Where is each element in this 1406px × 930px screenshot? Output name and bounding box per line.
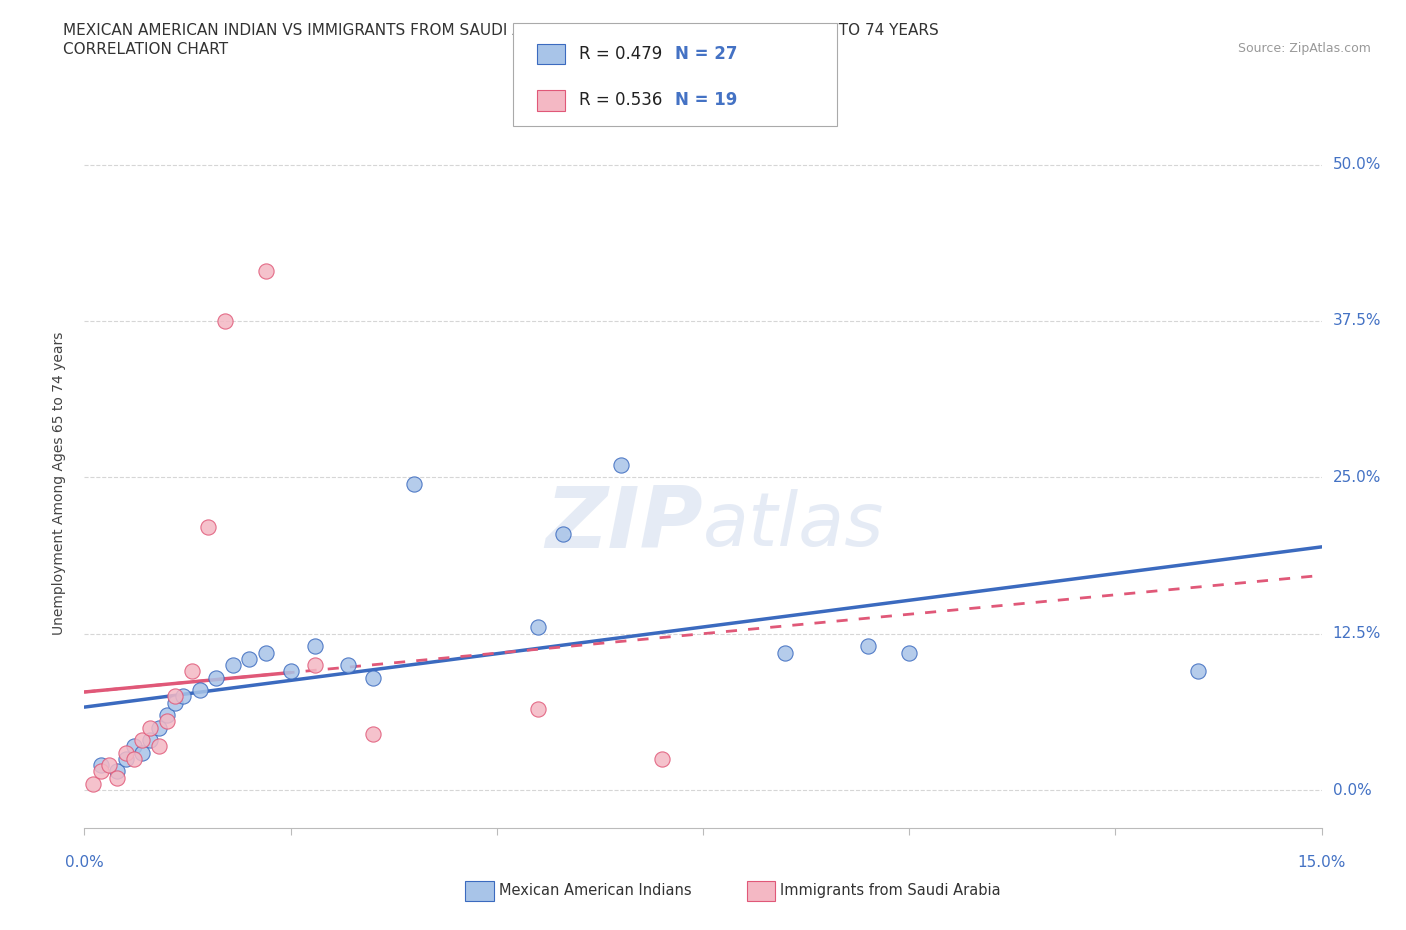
Point bbox=[114, 751, 136, 766]
Point bbox=[122, 751, 145, 766]
Point bbox=[775, 645, 797, 660]
Point bbox=[114, 745, 136, 760]
Point bbox=[205, 671, 228, 685]
Point bbox=[105, 764, 128, 778]
Point bbox=[90, 764, 112, 778]
Point bbox=[172, 689, 194, 704]
Text: 50.0%: 50.0% bbox=[1333, 157, 1381, 172]
Point bbox=[139, 733, 162, 748]
Point bbox=[222, 658, 245, 672]
Text: R = 0.479: R = 0.479 bbox=[579, 45, 662, 63]
Point bbox=[304, 658, 326, 672]
Point bbox=[197, 520, 219, 535]
Text: 25.0%: 25.0% bbox=[1333, 470, 1381, 485]
Point bbox=[304, 639, 326, 654]
Point bbox=[131, 733, 153, 748]
Point bbox=[156, 714, 179, 729]
Point bbox=[651, 751, 673, 766]
Point bbox=[856, 639, 879, 654]
Point bbox=[527, 701, 550, 716]
Point bbox=[180, 664, 202, 679]
Text: N = 19: N = 19 bbox=[675, 91, 737, 110]
Point bbox=[609, 458, 631, 472]
Point bbox=[165, 695, 187, 710]
Point bbox=[90, 758, 112, 773]
Y-axis label: Unemployment Among Ages 65 to 74 years: Unemployment Among Ages 65 to 74 years bbox=[52, 332, 66, 635]
Text: MEXICAN AMERICAN INDIAN VS IMMIGRANTS FROM SAUDI ARABIA UNEMPLOYMENT AMONG AGES : MEXICAN AMERICAN INDIAN VS IMMIGRANTS FR… bbox=[63, 23, 939, 38]
Point bbox=[254, 263, 277, 278]
Text: atlas: atlas bbox=[703, 489, 884, 561]
Point bbox=[898, 645, 921, 660]
Text: 0.0%: 0.0% bbox=[65, 856, 104, 870]
Point bbox=[156, 708, 179, 723]
Point bbox=[280, 664, 302, 679]
Point bbox=[82, 777, 104, 791]
Point bbox=[551, 526, 574, 541]
Point bbox=[139, 720, 162, 735]
Text: N = 27: N = 27 bbox=[675, 45, 737, 63]
Point bbox=[404, 476, 426, 491]
Point bbox=[361, 671, 384, 685]
Text: Source: ZipAtlas.com: Source: ZipAtlas.com bbox=[1237, 42, 1371, 55]
Point bbox=[1187, 664, 1209, 679]
Point bbox=[527, 620, 550, 635]
Point bbox=[214, 313, 236, 328]
Point bbox=[98, 758, 121, 773]
Point bbox=[148, 739, 170, 754]
Text: 37.5%: 37.5% bbox=[1333, 313, 1381, 328]
Point bbox=[105, 770, 128, 785]
Text: 15.0%: 15.0% bbox=[1298, 856, 1346, 870]
Text: ZIP: ZIP bbox=[546, 484, 703, 566]
Point bbox=[238, 651, 260, 666]
Point bbox=[148, 720, 170, 735]
Text: CORRELATION CHART: CORRELATION CHART bbox=[63, 42, 228, 57]
Text: R = 0.536: R = 0.536 bbox=[579, 91, 662, 110]
Text: Immigrants from Saudi Arabia: Immigrants from Saudi Arabia bbox=[780, 884, 1001, 898]
Point bbox=[122, 739, 145, 754]
Point bbox=[361, 726, 384, 741]
Point bbox=[165, 689, 187, 704]
Text: 12.5%: 12.5% bbox=[1333, 626, 1381, 642]
Point bbox=[188, 683, 211, 698]
Text: 0.0%: 0.0% bbox=[1333, 783, 1371, 798]
Point bbox=[254, 645, 277, 660]
Point bbox=[337, 658, 360, 672]
Point bbox=[131, 745, 153, 760]
Text: Mexican American Indians: Mexican American Indians bbox=[499, 884, 692, 898]
